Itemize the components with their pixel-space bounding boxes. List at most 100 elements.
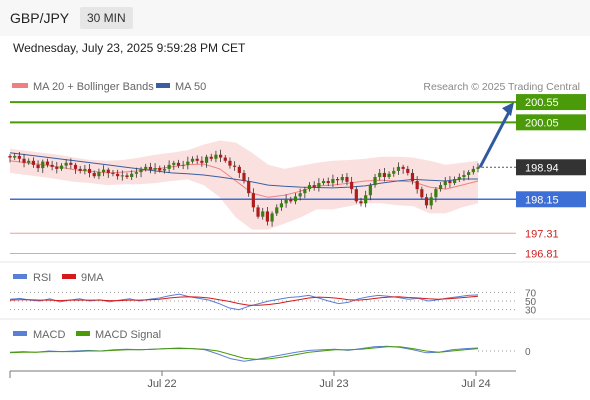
- macd-signal-legend-label: MACD Signal: [95, 329, 161, 341]
- candle-body: [144, 166, 148, 169]
- macd-line: [9, 345, 479, 362]
- instrument-name: GBP/JPY: [10, 10, 70, 26]
- timeframe-badge[interactable]: 30 MIN: [80, 7, 133, 29]
- candle-body: [27, 160, 31, 163]
- candle-body: [364, 195, 368, 204]
- candle-body: [219, 154, 223, 158]
- candle-body: [284, 199, 288, 204]
- macd-legend-swatch: [13, 331, 27, 336]
- rsi-ma-line: [9, 295, 479, 306]
- ma50-legend-swatch: [156, 83, 170, 88]
- candle-body: [326, 181, 330, 184]
- candle-body: [69, 162, 73, 165]
- candle-body: [120, 175, 124, 177]
- candle-body: [64, 162, 68, 166]
- candle-body: [303, 189, 307, 194]
- candle-body: [36, 164, 40, 169]
- resistance-label: 200.05: [525, 117, 559, 129]
- candle-body: [307, 185, 312, 190]
- candle-body: [125, 175, 129, 177]
- candle-body: [134, 172, 138, 174]
- candle-body: [410, 172, 415, 182]
- support-badge: [516, 191, 586, 208]
- macd-signal-legend-swatch: [76, 331, 90, 336]
- rsi-tick-label: 30: [525, 306, 537, 317]
- candle-body: [116, 173, 120, 177]
- candle-body: [279, 203, 284, 208]
- candle-body: [139, 168, 143, 173]
- candle-body: [401, 166, 405, 169]
- candle-body: [293, 196, 298, 202]
- candle-body: [237, 166, 241, 173]
- ma20-legend-swatch: [12, 83, 28, 88]
- candle-body: [270, 213, 274, 222]
- candle-body: [148, 166, 152, 170]
- candle-body: [321, 181, 326, 184]
- candle-body: [78, 168, 82, 171]
- candle-body: [195, 158, 199, 161]
- candle-body: [317, 183, 321, 188]
- candle-body: [373, 177, 377, 186]
- support-label: 198.15: [525, 194, 559, 206]
- candle-body: [378, 172, 382, 177]
- candle-body: [420, 189, 424, 198]
- candle-body: [247, 181, 251, 194]
- resistance-label: 200.55: [525, 97, 559, 109]
- candle-body: [396, 166, 401, 171]
- candle-body: [186, 161, 190, 165]
- forecast-arrow: [478, 109, 512, 168]
- candle-body: [448, 181, 452, 184]
- candle-body: [359, 201, 363, 204]
- macd-signal-line: [9, 346, 479, 360]
- credit-text: Research © 2025 Trading Central: [423, 81, 580, 93]
- candle-body: [106, 169, 110, 173]
- candle-body: [31, 160, 35, 165]
- candle-body: [130, 173, 134, 177]
- bollinger-band: [10, 140, 478, 230]
- candle-body: [256, 207, 260, 217]
- candle-body: [162, 168, 167, 171]
- candle-body: [443, 181, 447, 186]
- ma20-legend-label: MA 20 + Bollinger Bands: [33, 81, 154, 93]
- rsi-tick-label: 50: [525, 297, 537, 308]
- candle-body: [92, 172, 96, 177]
- candle-body: [457, 177, 461, 180]
- candle-body: [204, 156, 209, 163]
- candle-body: [453, 179, 457, 184]
- time-tick-label: Jul 22: [147, 378, 176, 390]
- candle-body: [158, 168, 162, 171]
- candle-body: [429, 197, 433, 206]
- candle-body: [275, 207, 279, 214]
- candle-body: [153, 168, 157, 170]
- ma50-legend-label: MA 50: [175, 81, 206, 93]
- candle-body: [251, 193, 255, 208]
- candle-body: [415, 181, 419, 190]
- candle-body: [382, 172, 386, 177]
- rsi-ma-legend-swatch: [62, 274, 76, 279]
- candle-body: [200, 160, 204, 163]
- candle-body: [50, 164, 54, 167]
- candle-body: [228, 160, 232, 166]
- datetime-stamp: Wednesday, July 23, 2025 9:59:28 PM CET: [13, 41, 246, 55]
- candle-body: [438, 185, 443, 190]
- forecast-arrowhead: [502, 102, 514, 117]
- macd-legend-label: MACD: [33, 329, 65, 341]
- candle-body: [8, 155, 12, 158]
- candle-body: [298, 193, 302, 197]
- candle-body: [87, 168, 92, 173]
- candle-body: [462, 174, 466, 177]
- rsi-legend-swatch: [13, 274, 27, 279]
- candle-body: [167, 164, 171, 169]
- candle-body: [102, 169, 106, 173]
- top-bar: GBP/JPY 30 MIN: [0, 0, 590, 36]
- current-price-badge: [516, 159, 586, 176]
- candle-body: [424, 197, 429, 206]
- rsi-legend-label: RSI: [33, 272, 51, 284]
- candle-body: [354, 189, 358, 202]
- candle-body: [97, 172, 101, 177]
- macd-tick-label: 0: [525, 347, 531, 358]
- candle-body: [289, 199, 293, 202]
- candle-body: [59, 165, 64, 169]
- candle-body: [83, 168, 87, 171]
- candle-body: [111, 172, 115, 174]
